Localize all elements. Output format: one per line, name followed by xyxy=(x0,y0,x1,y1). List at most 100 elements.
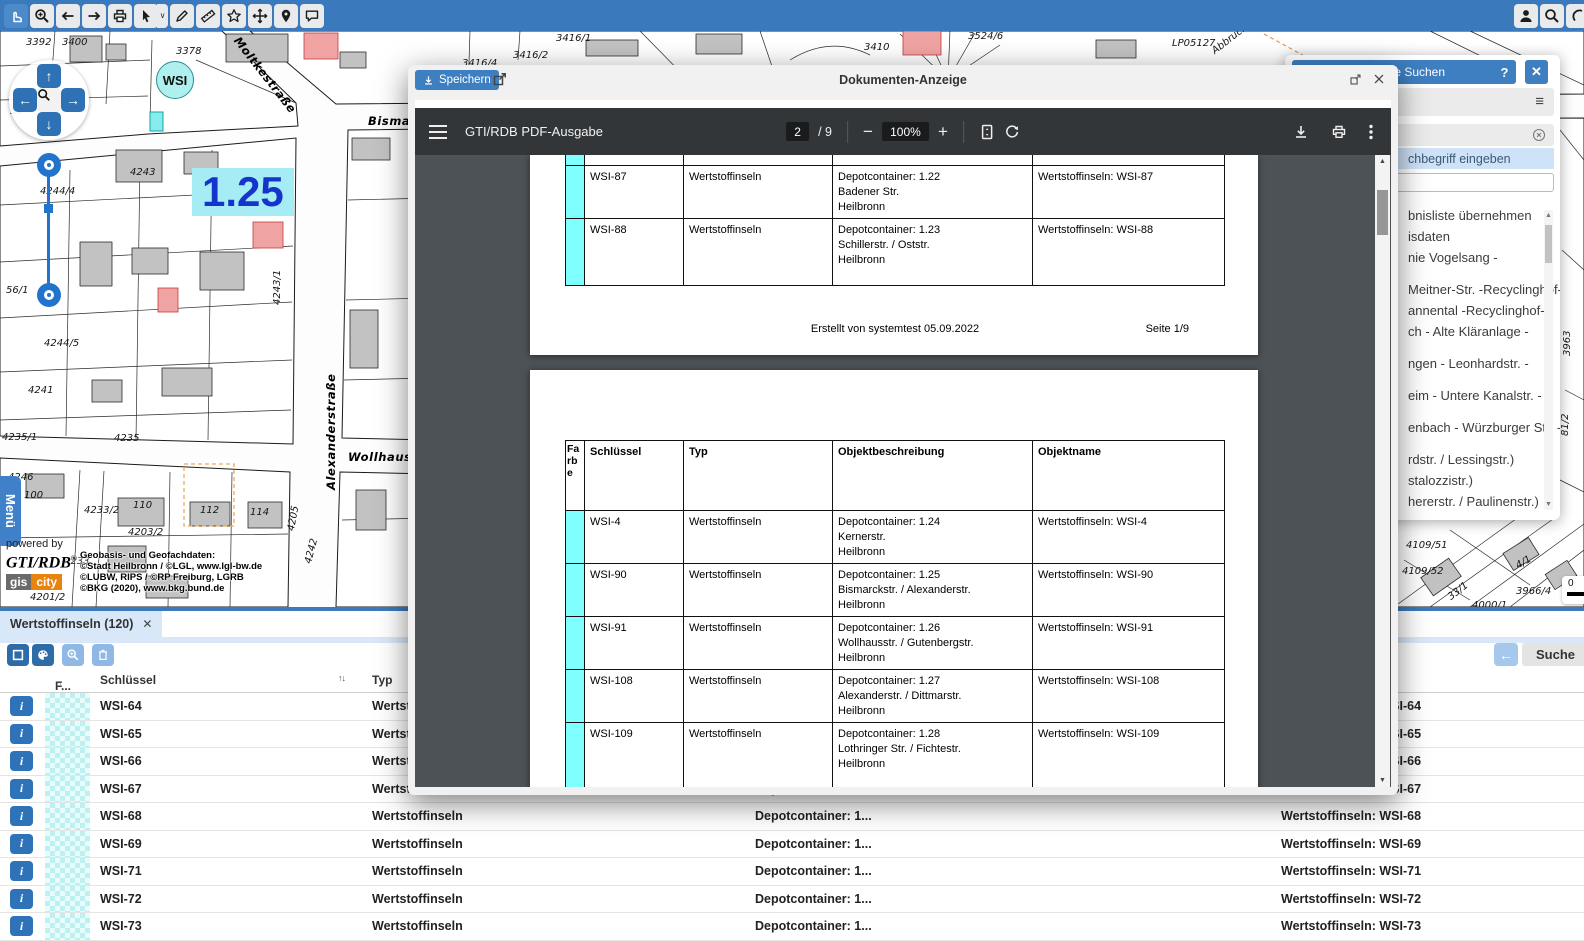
info-button[interactable]: i xyxy=(10,861,33,881)
map-marker-end[interactable] xyxy=(37,283,61,307)
print-map-button[interactable] xyxy=(108,4,132,28)
scroll-up-icon[interactable]: ▲ xyxy=(1544,212,1553,219)
info-button[interactable]: i xyxy=(10,889,33,909)
zoom-in-icon xyxy=(34,8,50,24)
zoom-center-button[interactable] xyxy=(37,88,61,112)
move-tool-button[interactable] xyxy=(248,4,272,28)
list-scrollbar[interactable]: ▲ ▼ xyxy=(1544,210,1553,510)
zoom-out-icon[interactable]: − xyxy=(863,122,873,142)
zoom-in-button[interactable] xyxy=(30,4,54,28)
copyright-text: Geobasis- und Geofachdaten: ©Stadt Heilb… xyxy=(80,550,320,594)
info-button[interactable]: i xyxy=(10,834,33,854)
select-tool-button[interactable] xyxy=(134,4,158,28)
cell-name: Wertstoffinseln: WSI-71 xyxy=(1281,864,1421,878)
more-options-icon[interactable] xyxy=(1369,124,1373,140)
farbe-swatch xyxy=(45,776,90,803)
pdf-page-1: WSI-87 Wertstoffinseln Depotcontainer: 1… xyxy=(530,155,1258,355)
column-header-typ[interactable]: Typ xyxy=(372,673,392,687)
tab-close-icon[interactable]: ✕ xyxy=(142,617,152,631)
color-style-button[interactable] xyxy=(32,644,54,666)
farbe-color-cell xyxy=(566,219,585,272)
farbe-color-cell xyxy=(566,617,585,669)
info-button[interactable]: i xyxy=(10,724,33,744)
user-account-button[interactable] xyxy=(1514,4,1538,28)
sort-icon[interactable]: ↑↓ xyxy=(338,673,345,683)
footer-page-number: Seite 1/9 xyxy=(1146,323,1189,335)
pdf-download-icon[interactable] xyxy=(1293,124,1309,140)
pan-down-button[interactable]: ↓ xyxy=(37,112,61,136)
measure-tool-button[interactable] xyxy=(196,4,220,28)
rotate-icon[interactable] xyxy=(1004,124,1020,140)
info-button[interactable]: i xyxy=(10,779,33,799)
favorites-button[interactable] xyxy=(222,4,246,28)
location-button[interactable] xyxy=(274,4,298,28)
history-forward-button[interactable] xyxy=(82,4,106,28)
dialog-titlebar[interactable]: Speichern Dokumenten-Anzeige xyxy=(408,65,1398,95)
pan-left-button[interactable]: ← xyxy=(13,88,37,112)
draw-tool-button[interactable] xyxy=(170,4,194,28)
zoom-in-icon[interactable]: + xyxy=(938,122,948,142)
dialog-close-icon[interactable] xyxy=(1372,72,1386,86)
zoom-to-selection-button[interactable] xyxy=(62,644,84,666)
cell-schluessel: WSI-69 xyxy=(100,837,142,851)
help-button[interactable]: ? xyxy=(1493,60,1516,84)
scroll-down-icon[interactable]: ▼ xyxy=(1544,501,1553,508)
menu-tab[interactable]: Menü xyxy=(0,476,21,546)
pan-right-button[interactable]: → xyxy=(61,88,85,112)
suche-button[interactable]: Suche xyxy=(1522,643,1584,666)
select-tool-dropdown[interactable]: ∨ xyxy=(157,4,168,28)
pdf-print-icon[interactable] xyxy=(1331,124,1347,140)
table-row[interactable]: i WSI-68 Wertstoffinseln Depotcontainer:… xyxy=(0,803,1584,831)
delete-button[interactable] xyxy=(92,644,114,666)
comment-button[interactable] xyxy=(300,4,324,28)
measure-node[interactable] xyxy=(44,204,53,213)
cell-name: Wertstoffinseln: WSI-72 xyxy=(1281,892,1421,906)
clear-icon[interactable] xyxy=(1532,128,1546,142)
pdf-content-area[interactable]: WSI-87 Wertstoffinseln Depotcontainer: 1… xyxy=(415,155,1391,787)
table-row[interactable]: i WSI-71 Wertstoffinseln Depotcontainer:… xyxy=(0,858,1584,886)
info-button[interactable]: i xyxy=(10,696,33,716)
arrow-back-icon xyxy=(60,8,76,24)
select-rows-button[interactable] xyxy=(7,644,29,666)
hamburger-icon[interactable]: ≡ xyxy=(1535,95,1544,109)
pdf-menu-icon[interactable] xyxy=(429,125,447,139)
tab-wertstoffinseln[interactable]: Wertstoffinseln (120) ✕ xyxy=(0,611,162,637)
cell-typ: Wertstoffinseln xyxy=(372,837,463,851)
info-button[interactable]: i xyxy=(10,751,33,771)
column-header-schluessel[interactable]: Schlüssel xyxy=(100,673,156,687)
pan-up-button[interactable]: ↑ xyxy=(37,64,61,88)
table-row[interactable]: i WSI-73 Wertstoffinseln Depotcontainer:… xyxy=(0,913,1584,941)
collapse-search-button[interactable]: ← xyxy=(1494,643,1518,666)
scrollbar-thumb[interactable] xyxy=(1377,190,1388,235)
wsi-map-badge[interactable]: WSI xyxy=(156,61,194,99)
pdf-table-header: Farbe Schlüssel Typ Objektbeschreibung O… xyxy=(566,441,1224,511)
pdf-table-row: WSI-4 Wertstoffinseln Depotcontainer: 1.… xyxy=(566,511,1224,564)
cell-name: Wertstoffinseln: WSI-69 xyxy=(1281,837,1421,851)
fit-page-icon[interactable] xyxy=(979,124,995,140)
pdf-scrollbar[interactable]: ▲ ▼ xyxy=(1375,155,1390,787)
map-marker-start[interactable] xyxy=(37,153,61,177)
print-icon xyxy=(112,8,128,24)
partial-toolbar-button[interactable] xyxy=(1566,4,1584,28)
sort-icon[interactable]: ↑↓ xyxy=(55,679,62,689)
cell-beschreibung: Depotcontainer: 1... xyxy=(755,864,872,878)
info-button[interactable]: i xyxy=(10,806,33,826)
scroll-up-icon[interactable]: ▲ xyxy=(1375,158,1390,165)
global-search-button[interactable] xyxy=(1540,4,1564,28)
dialog-title: Dokumenten-Anzeige xyxy=(408,73,1398,87)
pan-hand-button[interactable] xyxy=(4,4,28,28)
close-panel-button[interactable]: ✕ xyxy=(1525,60,1548,84)
magnifier-icon xyxy=(37,88,51,102)
page-number-input[interactable]: 2 xyxy=(786,122,809,141)
table-row[interactable]: i WSI-69 Wertstoffinseln Depotcontainer:… xyxy=(0,831,1584,859)
zoom-level-input[interactable]: 100% xyxy=(882,122,929,141)
table-row[interactable]: i WSI-72 Wertstoffinseln Depotcontainer:… xyxy=(0,886,1584,914)
farbe-swatch xyxy=(45,748,90,775)
info-button[interactable]: i xyxy=(10,916,33,936)
cell-typ: Wertstoffinseln xyxy=(372,919,463,933)
maximize-icon[interactable] xyxy=(1349,73,1362,86)
scrollbar-thumb[interactable] xyxy=(1545,225,1552,263)
scroll-down-icon[interactable]: ▼ xyxy=(1375,777,1390,784)
cell-schluessel: WSI-68 xyxy=(100,809,142,823)
history-back-button[interactable] xyxy=(56,4,80,28)
